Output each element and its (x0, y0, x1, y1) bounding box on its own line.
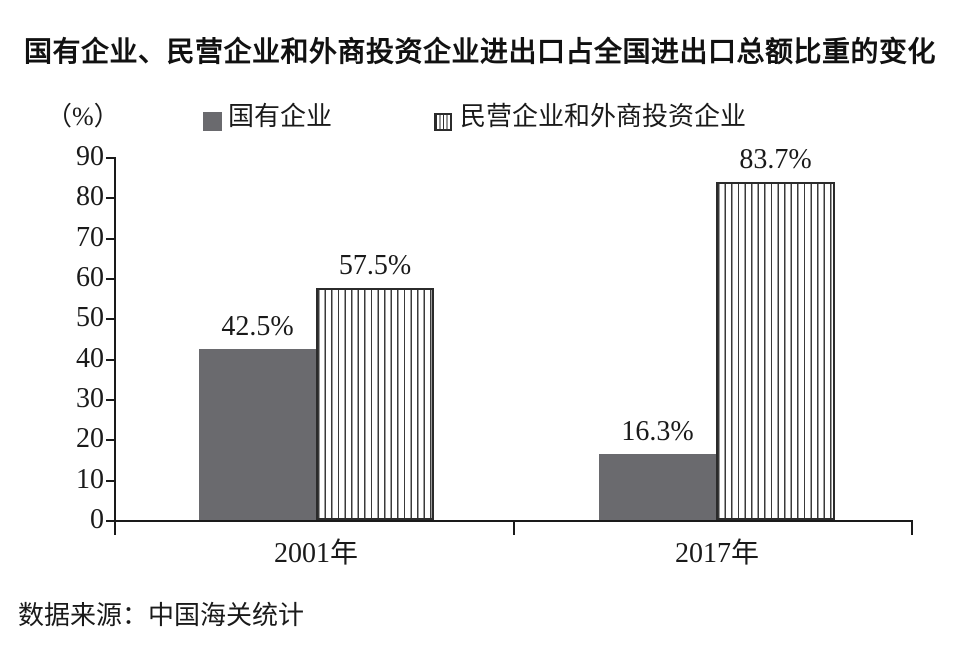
y-tick (106, 238, 115, 240)
bar-group-2001-state-owned: 42.5% (199, 312, 316, 520)
y-tick-label: 80 (76, 181, 104, 212)
data-source-note: 数据来源：中国海关统计 (18, 601, 305, 630)
y-tick-label: 40 (76, 343, 104, 374)
y-tick-label: 0 (90, 504, 104, 535)
y-tick (106, 359, 115, 361)
bar-private-foreign-2017 (716, 182, 835, 520)
bar-value-label: 57.5% (338, 250, 412, 281)
y-tick (106, 278, 115, 280)
y-tick (106, 197, 115, 199)
y-tick (106, 318, 115, 320)
y-tick (106, 399, 115, 401)
bar-group-2017-state-owned: 16.3% (599, 417, 716, 520)
y-tick-label: 60 (76, 262, 104, 293)
bar-state-owned-2001 (199, 349, 316, 520)
x-category-2017: 2017年 (674, 538, 759, 569)
bar-group-2001-private-foreign: 57.5% (316, 251, 434, 520)
legend-label-private-foreign: 民营企业和外商投资企业 (460, 102, 747, 131)
y-tick (106, 480, 115, 482)
legend-swatch-solid-gray (203, 112, 222, 131)
bar-state-owned-2017 (599, 454, 716, 520)
y-tick (106, 520, 115, 522)
y-axis-line (114, 157, 116, 522)
bar-value-label: 83.7% (739, 144, 812, 175)
x-tick (114, 521, 116, 535)
y-tick-label: 10 (76, 464, 104, 495)
y-axis-unit-label: （%） (46, 102, 120, 131)
bar-value-label: 42.5% (221, 311, 294, 342)
y-tick-label: 90 (76, 141, 104, 172)
y-tick (106, 439, 115, 441)
x-tick (911, 521, 913, 535)
y-tick-label: 50 (76, 302, 104, 333)
bar-private-foreign-2001 (316, 288, 434, 520)
chart-title: 国有企业、民营企业和外商投资企业进出口占全国进出口总额比重的变化 (23, 36, 936, 67)
y-tick-label: 30 (76, 383, 104, 414)
bar-group-2017-private-foreign: 83.7% (716, 145, 835, 520)
bar-value-label: 16.3% (621, 416, 694, 447)
y-tick-label: 70 (76, 222, 104, 253)
legend-label-state-owned: 国有企业 (228, 102, 333, 131)
x-tick (513, 521, 515, 535)
y-tick-label: 20 (76, 423, 104, 454)
legend-swatch-striped (434, 113, 452, 131)
x-category-2001: 2001年 (273, 538, 358, 569)
y-tick (106, 157, 115, 159)
